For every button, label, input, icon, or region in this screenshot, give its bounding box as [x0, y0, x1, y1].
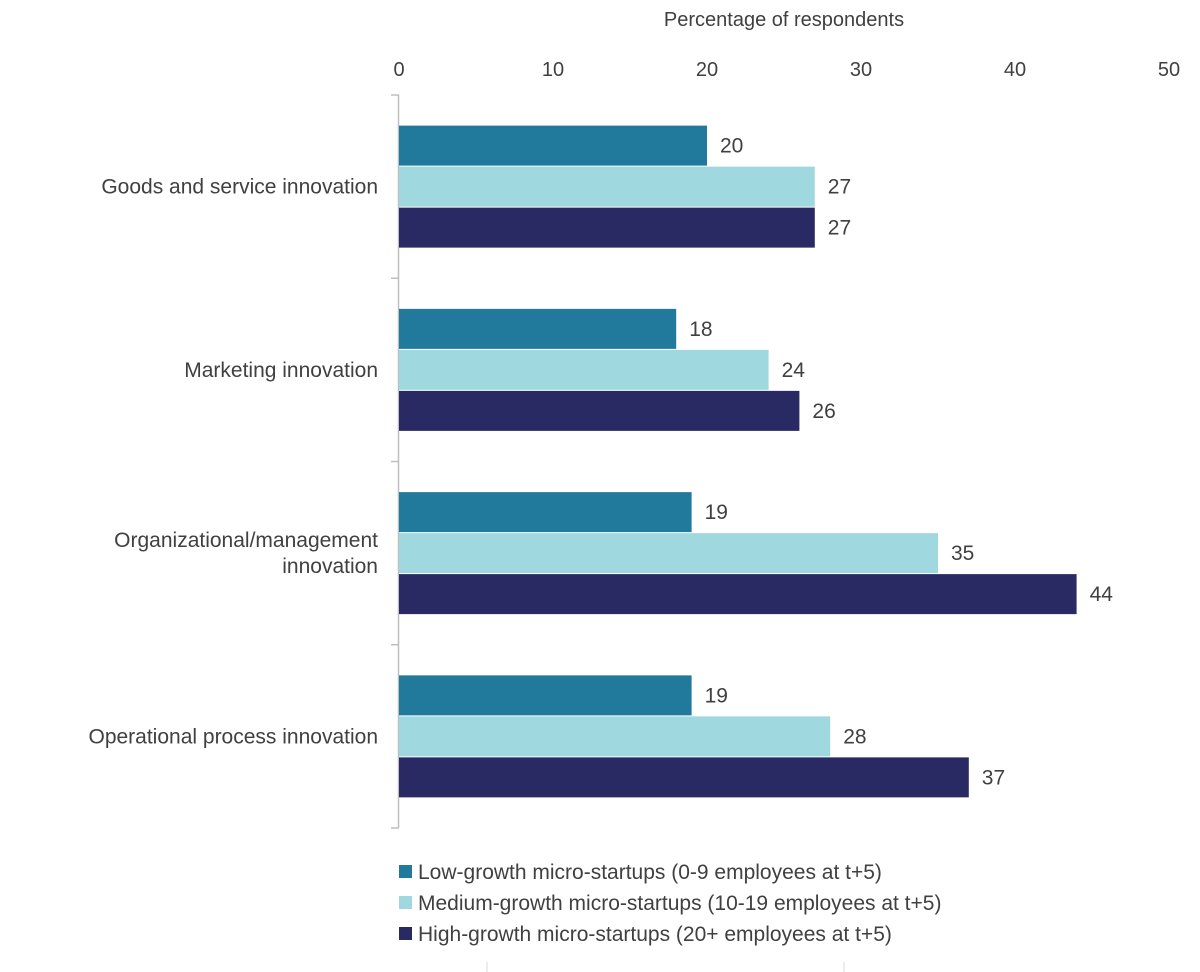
x-tick-label: 0 — [393, 59, 404, 81]
bar — [399, 125, 707, 166]
data-label: 18 — [689, 318, 712, 341]
bar — [399, 207, 815, 248]
data-label: 24 — [782, 359, 806, 382]
data-label: 19 — [705, 684, 728, 707]
x-tick-label: 40 — [1004, 59, 1026, 81]
bar — [399, 349, 769, 390]
bar — [399, 716, 831, 757]
legend-swatch — [399, 865, 412, 878]
x-axis-title: Percentage of respondents — [664, 9, 904, 31]
category-label: Operational process innovation — [88, 725, 378, 748]
legend: Low-growth micro-startups (0-9 employees… — [399, 861, 941, 946]
bar — [399, 166, 815, 207]
bar — [399, 574, 1077, 615]
category-label: Goods and service innovation — [101, 176, 378, 199]
bar — [399, 675, 692, 716]
data-label: 37 — [982, 766, 1005, 789]
data-label: 27 — [828, 176, 851, 199]
category-label: Marketing innovation — [184, 359, 378, 382]
bar — [399, 533, 938, 574]
legend-swatch — [399, 896, 412, 909]
data-label: 27 — [828, 217, 851, 240]
legend-swatch — [399, 927, 412, 940]
bar — [399, 390, 800, 431]
data-label: 26 — [812, 400, 835, 423]
legend-label: Medium-growth micro-startups (10-19 empl… — [418, 892, 941, 915]
data-label: 28 — [843, 725, 866, 748]
bar — [399, 757, 969, 798]
data-labels: 20 27 27 18 24 26 19 35 44 19 28 37 — [689, 135, 1113, 790]
data-label: 44 — [1090, 583, 1114, 606]
data-label: 20 — [720, 135, 743, 158]
x-tick-label: 10 — [542, 59, 564, 81]
x-tick-label: 30 — [850, 59, 872, 81]
bars — [399, 125, 1077, 798]
category-label: innovation — [282, 555, 378, 578]
y-axis-tick-marks — [391, 94, 399, 829]
category-labels: Goods and service innovation Marketing in… — [88, 176, 378, 749]
bottom-stubs — [486, 962, 845, 972]
data-label: 35 — [951, 542, 974, 565]
x-tick-label: 20 — [696, 59, 718, 81]
data-label: 19 — [705, 501, 728, 524]
category-label: Organizational/management — [114, 529, 378, 552]
legend-label: Low-growth micro-startups (0-9 employees… — [418, 861, 882, 884]
x-axis-ticks: 0 10 20 30 40 50 — [393, 59, 1180, 81]
bar — [399, 492, 692, 533]
legend-label: High-growth micro-startups (20+ employee… — [418, 923, 892, 946]
bar — [399, 308, 677, 349]
x-tick-label: 50 — [1158, 59, 1180, 81]
